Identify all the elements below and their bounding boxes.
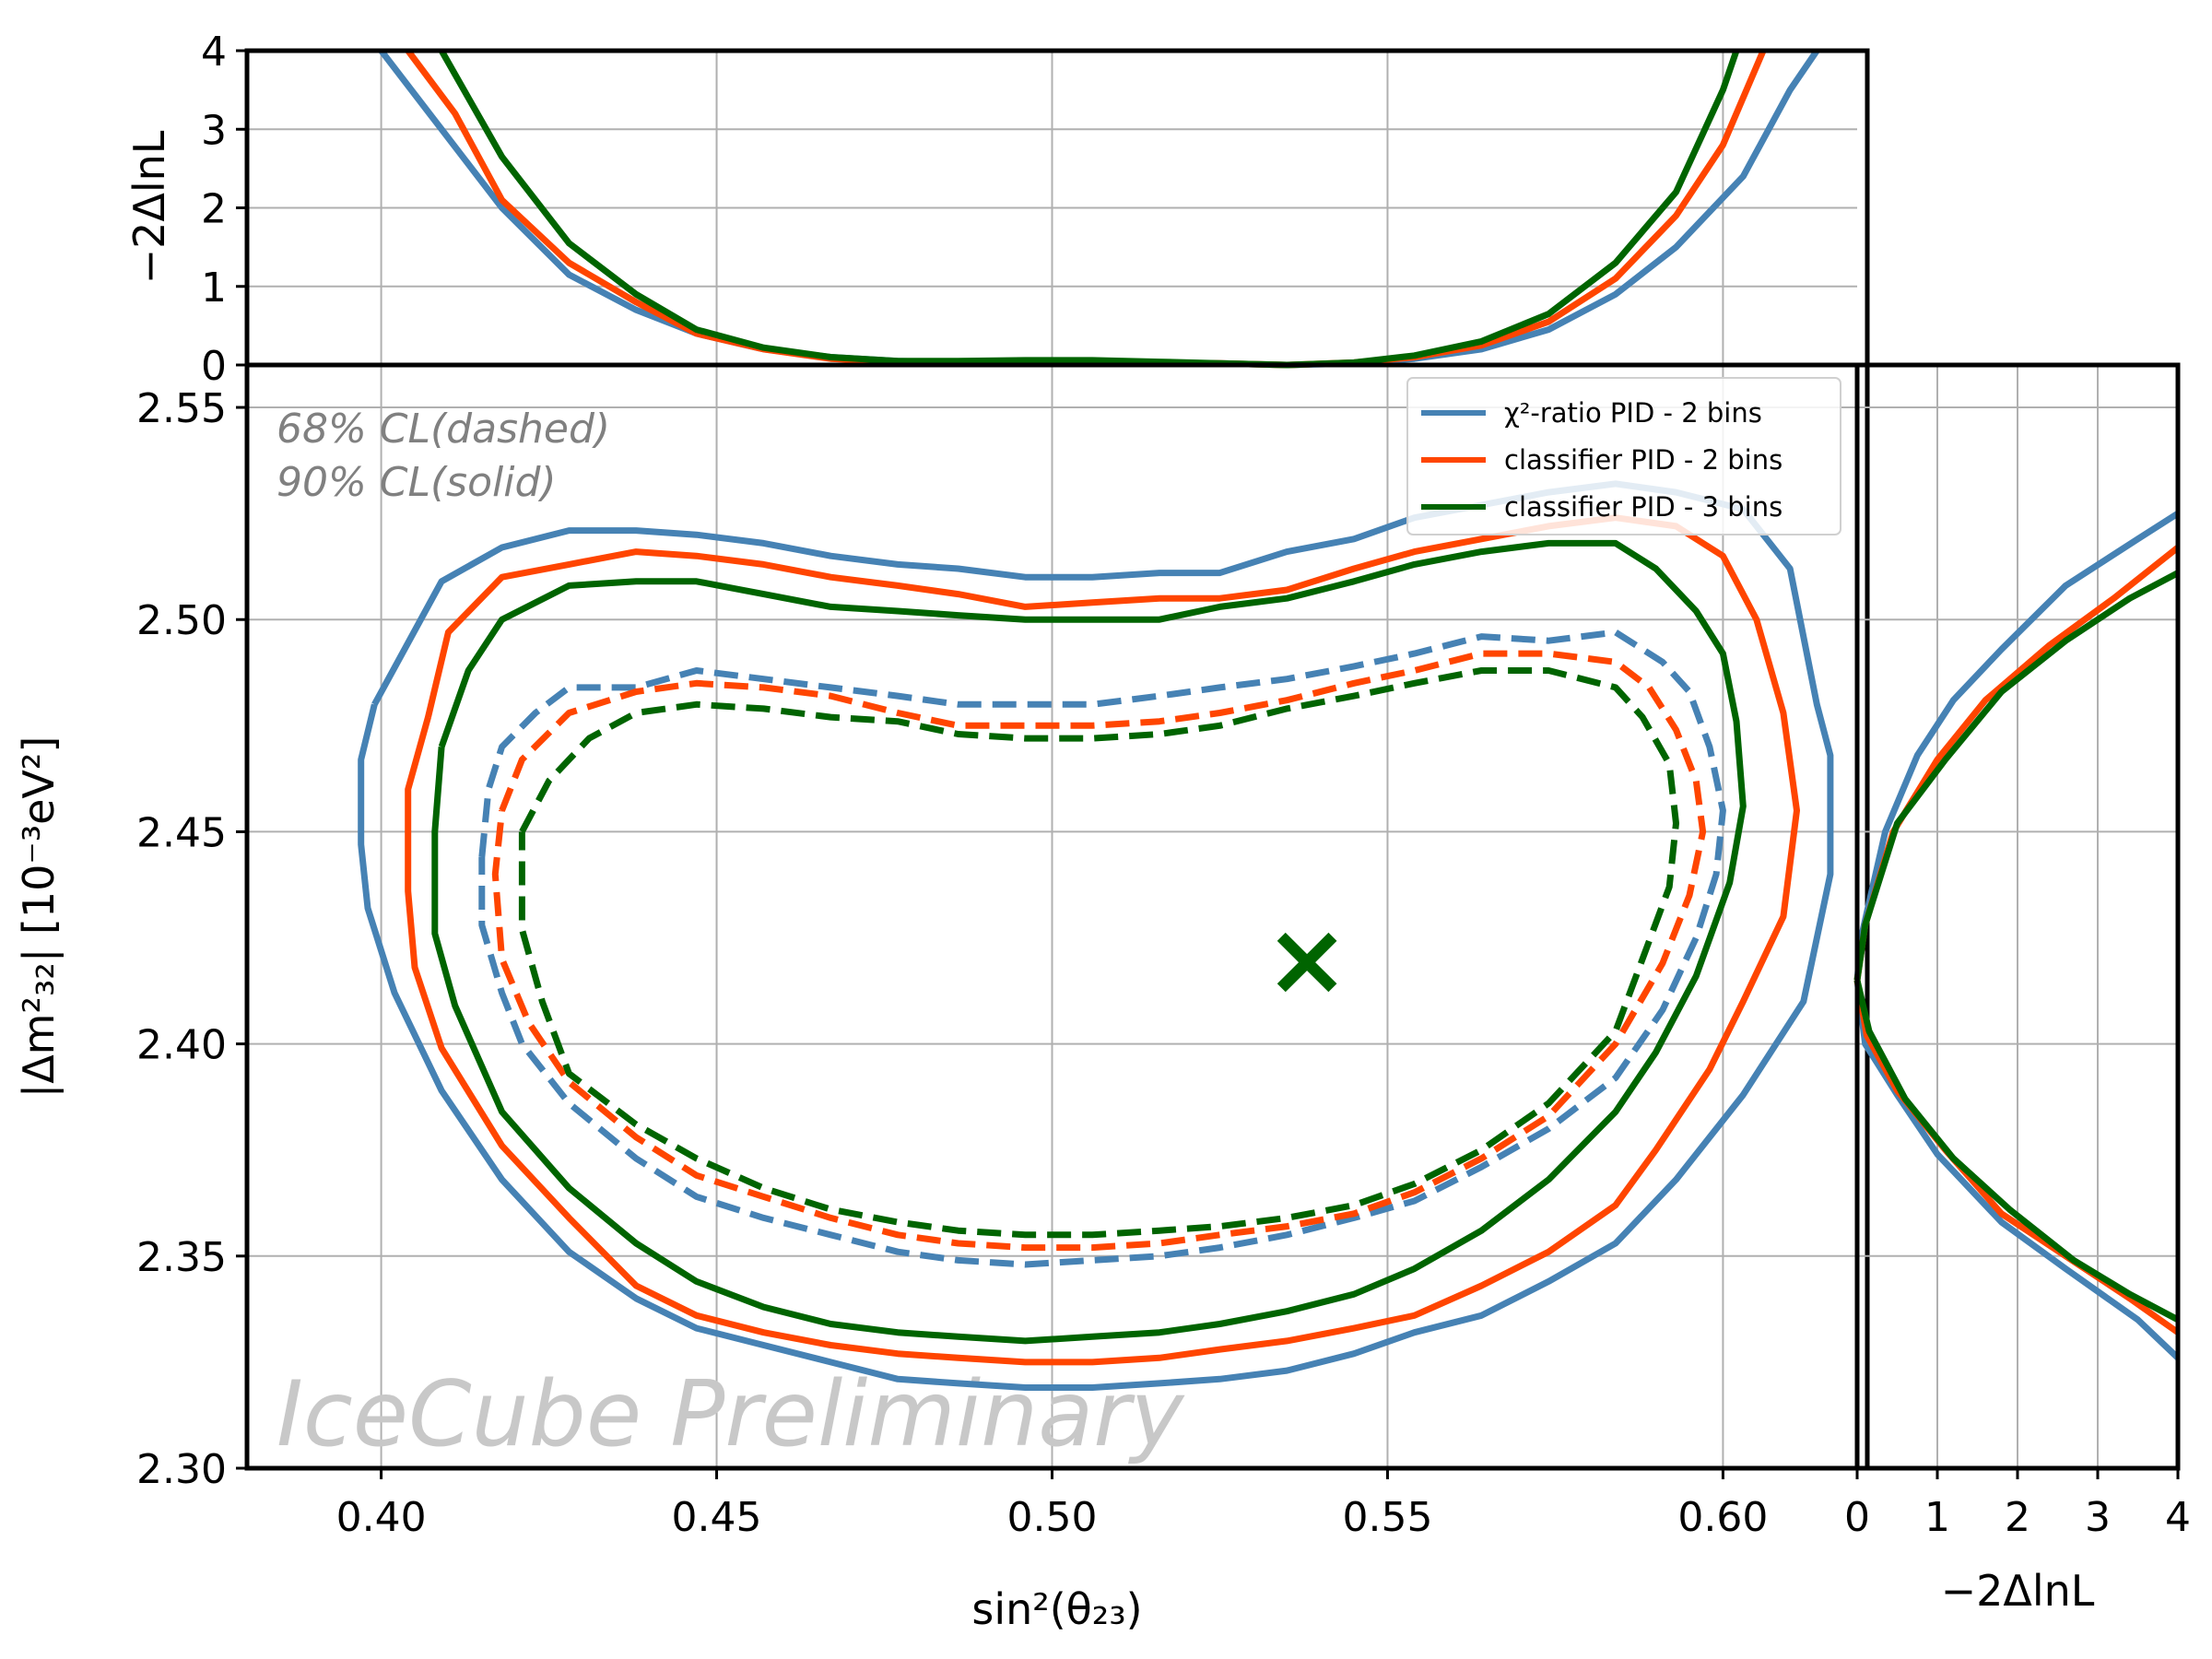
- main-ytick-label-0: 2.30: [136, 1446, 227, 1493]
- main-contour-68cl-4: [491, 650, 1707, 1252]
- right-xlabel: −2ΔlnL: [1941, 1566, 2095, 1616]
- legend-box: [1406, 377, 1841, 535]
- right-xtick-label-1: 1: [1924, 1494, 1950, 1541]
- main-xtick-label-0: 0.40: [336, 1494, 427, 1541]
- main-ytick-label-3: 2.45: [136, 809, 227, 856]
- top-ytick-label-3: 3: [201, 107, 227, 154]
- right-xtick-label-2: 2: [2005, 1494, 2030, 1541]
- main-panel: IceCube Preliminary × 68% CL(dashed) 90%…: [14, 362, 1870, 1634]
- best-fit-marker: ×: [1265, 900, 1349, 1018]
- top-curves: [378, 48, 1820, 369]
- right-panel: 0 1 2 3 4 −2ΔlnL: [1844, 362, 2191, 1616]
- top-profile-2: [439, 49, 1740, 369]
- main-contour-90cl-1: [405, 514, 1800, 1366]
- top-ytick-label-1: 1: [201, 265, 227, 312]
- top-yticks: 0 1 2 3 4: [201, 29, 247, 390]
- main-xtick-label-1: 0.45: [672, 1494, 762, 1541]
- main-yticks: 2.30 2.35 2.40 2.45 2.50 2.55: [136, 385, 247, 1493]
- main-curves: [358, 480, 1834, 1391]
- main-xticks: 0.40 0.45 0.50 0.55 0.60: [336, 1468, 1768, 1541]
- top-grid: [247, 50, 1857, 366]
- main-contour-68cl-5: [518, 667, 1679, 1239]
- right-curves: [1853, 511, 2181, 1360]
- main-ytick-label-2: 2.40: [136, 1022, 227, 1069]
- top-panel: 0 1 2 3 4 −2ΔlnL: [124, 29, 1870, 390]
- main-xtick-label-3: 0.55: [1342, 1494, 1432, 1541]
- legend-label-chi2: χ²-ratio PID - 2 bins: [1504, 397, 1762, 429]
- right-grid: [1856, 365, 2179, 1469]
- legend: χ²-ratio PID - 2 bins classifier PID - 2…: [1406, 377, 1841, 535]
- right-xticks: 0 1 2 3 4: [1844, 1468, 2191, 1541]
- main-ytick-label-1: 2.35: [136, 1234, 227, 1281]
- main-xtick-label-4: 0.60: [1677, 1494, 1768, 1541]
- watermark: IceCube Preliminary: [276, 1362, 1186, 1467]
- main-contour-90cl-2: [431, 539, 1747, 1345]
- top-ytick-label-4: 4: [201, 29, 227, 76]
- top-ytick-label-2: 2: [201, 186, 227, 233]
- legend-label-classifier-2: classifier PID - 2 bins: [1504, 444, 1783, 476]
- cl-note-90: 90% CL(solid): [276, 459, 557, 506]
- right-xtick-label-3: 3: [2085, 1494, 2111, 1541]
- main-ytick-label-4: 2.50: [136, 597, 227, 644]
- legend-label-classifier-3: classifier PID - 3 bins: [1504, 491, 1783, 523]
- right-xtick-label-0: 0: [1844, 1494, 1870, 1541]
- main-contour-68cl-3: [478, 629, 1726, 1268]
- right-xtick-label-4: 4: [2165, 1494, 2191, 1541]
- right-profile-2: [1853, 570, 2180, 1323]
- main-xtick-label-2: 0.50: [1007, 1494, 1098, 1541]
- cl-note-68: 68% CL(dashed): [276, 406, 610, 453]
- top-ylabel: −2ΔlnL: [124, 130, 174, 284]
- top-ytick-label-0: 0: [201, 343, 227, 390]
- main-ylabel: |Δm²₃₂| [10⁻³eV²]: [14, 736, 65, 1099]
- main-xlabel: sin²(θ₂₃): [971, 1584, 1142, 1634]
- main-contour-90cl-0: [358, 480, 1834, 1391]
- main-ytick-label-5: 2.55: [136, 385, 227, 432]
